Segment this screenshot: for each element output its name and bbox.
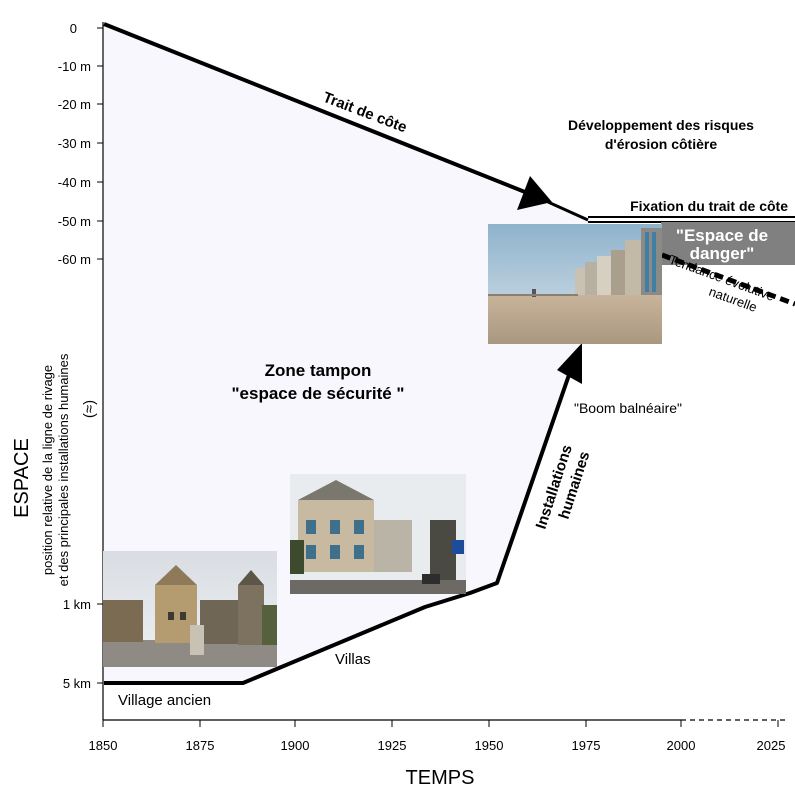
y-tick-label: -30 m	[58, 136, 91, 151]
x-tick-label: 2025	[757, 738, 786, 753]
x-tick-label: 2000	[667, 738, 696, 753]
y-axis-subtitle-line2: et des principales installations humaine…	[56, 353, 71, 586]
y-axis-subtitle-line1: position relative de la ligne de rivage	[40, 365, 55, 575]
y-tick-label: -50 m	[58, 214, 91, 229]
y-tick-label: -20 m	[58, 97, 91, 112]
photo-seafront	[488, 224, 662, 344]
y-tick-label: 1 km	[63, 597, 91, 612]
y-tick-label: -10 m	[58, 59, 91, 74]
x-tick-label: 1850	[89, 738, 118, 753]
x-tick-label: 1950	[475, 738, 504, 753]
y-tick-label: 0	[70, 21, 77, 36]
x-tick-label: 1925	[378, 738, 407, 753]
shoreline-arrowhead	[517, 176, 552, 210]
y-tick-label: -60 m	[58, 252, 91, 267]
shoreline-line-end	[547, 200, 589, 222]
y-axis-ticks	[97, 27, 103, 684]
danger-zone-area	[661, 222, 795, 265]
seaside-boom-label: "Boom balnéaire"	[574, 400, 682, 416]
risks-label-line1: Développement des risques	[568, 117, 754, 133]
buffer-zone-area	[104, 24, 588, 683]
danger-zone-label-line2: danger"	[690, 244, 755, 263]
x-tick-label: 1900	[281, 738, 310, 753]
shoreline-line	[103, 22, 546, 202]
villas-label: Villas	[335, 651, 371, 668]
x-axis-title: TEMPS	[406, 767, 475, 789]
fixed-coastline-label: Fixation du trait de côte	[630, 198, 788, 214]
x-tick-label: 1875	[186, 738, 215, 753]
buffer-zone-label-line2: "espace de sécurité "	[232, 384, 405, 403]
y-axis-tick-labels: 0 -10 m -20 m -30 m -40 m -50 m -60 m 1 …	[58, 21, 91, 691]
y-tick-label: -40 m	[58, 175, 91, 190]
human-installations-arrowhead	[557, 343, 582, 384]
buffer-zone-label-line1: Zone tampon	[265, 361, 372, 380]
y-axis-break-symbol: (≈)	[81, 400, 98, 418]
x-tick-label: 1975	[572, 738, 601, 753]
human-installations-line	[104, 371, 572, 685]
danger-zone-label-line1: "Espace de	[676, 226, 768, 245]
risks-label-line2: d'érosion côtière	[605, 136, 717, 152]
photo-villas	[290, 474, 466, 594]
y-axis-title: ESPACE	[11, 438, 33, 518]
old-village-label: Village ancien	[118, 692, 211, 709]
y-tick-label: 5 km	[63, 676, 91, 691]
x-axis-ticks	[102, 720, 779, 727]
natural-trend-dashed-line	[661, 252, 795, 307]
x-axis-tick-labels: 1850 1875 1900 1925 1950 1975 2000 2025	[89, 738, 786, 753]
photo-old-village	[103, 551, 277, 667]
